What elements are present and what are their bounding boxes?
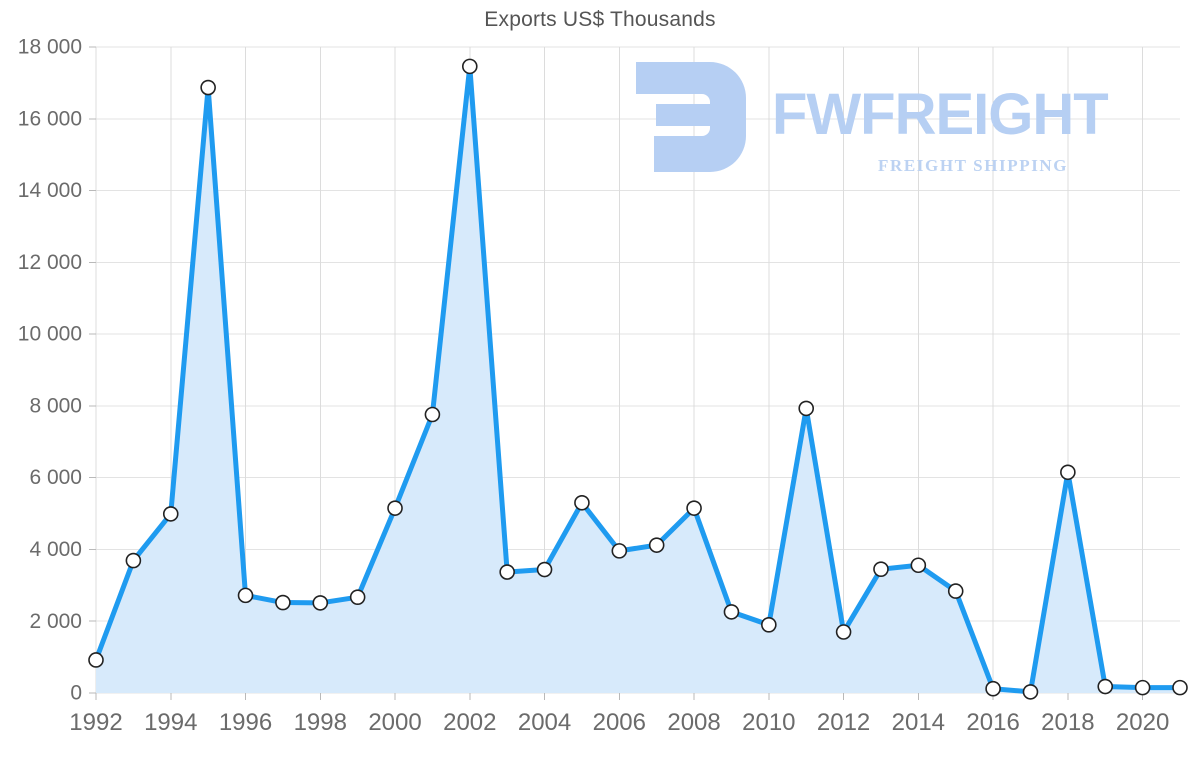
y-axis-tick-label: 16 000 [18,107,82,130]
data-point [125,552,142,569]
data-point [873,561,889,577]
data-point [461,58,478,75]
x-axis-labels: 1992 1994 1996 1998 2000 2002 2004 2006 2008 2010… [69,709,1169,736]
y-axis-tick-label: 6 000 [29,466,82,489]
x-axis-tick-label: 1992 [69,709,122,736]
y-axis-tick-label: 10 000 [18,323,82,346]
data-point [162,506,179,522]
data-point [835,624,852,640]
data-point [312,595,329,611]
data-point [1060,464,1076,481]
y-axis-tick-label: 14 000 [18,179,82,202]
y-axis-tick-label: 18 000 [18,36,82,59]
data-point [723,604,740,620]
data-point [349,589,366,605]
y-axis-tick-label: 4 000 [29,538,82,561]
data-point [1134,679,1151,696]
x-axis-tick-label: 2018 [1041,709,1094,736]
y-axis-tick-label: 12 000 [18,251,82,274]
x-axis-tick-label: 2014 [892,709,945,736]
data-point [985,680,1001,697]
data-point [947,583,964,599]
y-axis-tick-label: 0 [70,682,82,705]
data-point [798,400,815,417]
data-point [574,494,590,511]
x-axis-tick-label: 2000 [368,709,421,736]
x-axis-tick-label: 2016 [966,709,1019,736]
x-axis-tick-label: 1998 [294,709,347,736]
data-point [237,587,254,604]
data-point [200,79,216,96]
x-axis-tick-label: 1994 [144,709,197,736]
data-point [424,406,441,423]
y-axis-tick-label: 8 000 [29,394,82,417]
x-axis-tick-label: 2008 [667,709,720,736]
data-point [910,557,927,574]
series-markers [88,58,1188,700]
axis-tickmarks [89,46,1144,700]
x-axis-tick-label: 2020 [1116,709,1169,736]
x-axis-tick-label: 2002 [443,709,496,736]
series-area-fill [96,66,1180,693]
data-point [499,564,515,580]
data-point [1097,678,1114,695]
data-point [1022,684,1039,700]
y-axis-tick-label: 2 000 [29,610,82,633]
data-point [761,617,777,633]
y-axis-labels: 18 000 16 000 14 000 12 000 10 000 8 000 6 000… [18,36,82,705]
x-axis-tick-label: 2004 [518,709,571,736]
data-point [611,543,628,559]
chart-title: Exports US$ Thousands [484,8,716,31]
data-point [536,561,553,578]
x-axis-tick-label: 2010 [742,709,795,736]
x-axis-tick-label: 1996 [219,709,272,736]
data-point [387,500,403,516]
x-axis-tick-label: 2012 [817,709,870,736]
data-point [648,537,665,553]
data-point [88,652,104,668]
data-point [1172,679,1188,696]
x-axis-tick-label: 2006 [593,709,646,736]
data-point [275,594,291,611]
data-point [686,500,702,516]
